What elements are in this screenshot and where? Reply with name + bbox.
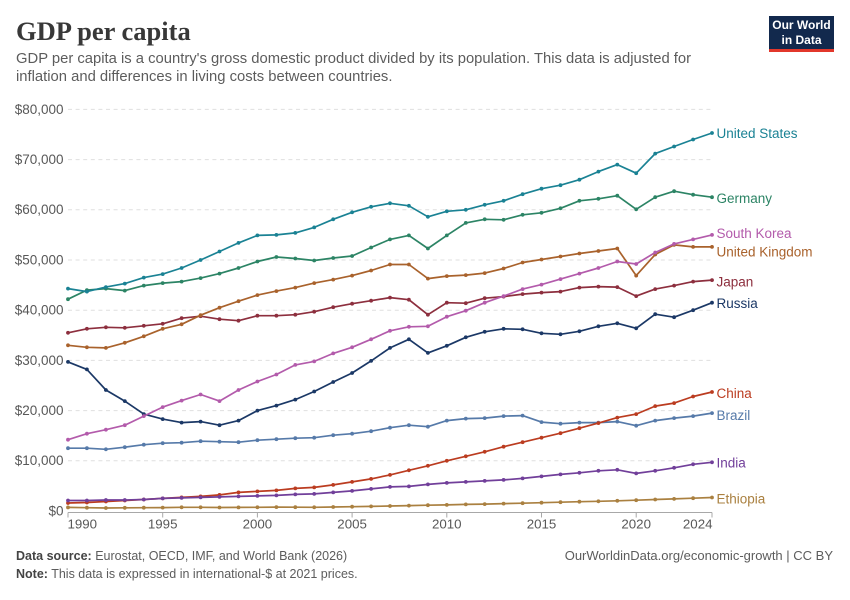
svg-text:Germany: Germany [717,191,773,206]
svg-text:2020: 2020 [621,517,651,532]
svg-text:$80,000: $80,000 [15,102,64,117]
svg-text:Ethiopia: Ethiopia [717,491,766,506]
svg-text:1990: 1990 [68,517,98,532]
svg-text:2010: 2010 [432,517,462,532]
svg-text:1995: 1995 [148,517,178,532]
svg-text:2000: 2000 [243,517,273,532]
svg-text:Russia: Russia [717,296,759,311]
svg-text:China: China [717,386,753,401]
svg-text:South Korea: South Korea [717,226,793,241]
svg-text:$60,000: $60,000 [15,202,64,217]
svg-text:$0: $0 [48,503,63,518]
svg-text:2005: 2005 [337,517,367,532]
svg-text:2015: 2015 [527,517,557,532]
svg-text:India: India [717,455,747,470]
svg-text:United Kingdom: United Kingdom [717,245,813,260]
svg-text:2024: 2024 [683,517,713,532]
svg-text:$40,000: $40,000 [15,303,64,318]
svg-text:$50,000: $50,000 [15,252,64,267]
svg-text:Brazil: Brazil [717,408,751,423]
svg-text:$30,000: $30,000 [15,353,64,368]
svg-text:United States: United States [717,126,798,141]
svg-text:$10,000: $10,000 [15,453,64,468]
svg-text:Japan: Japan [717,275,754,290]
svg-text:$20,000: $20,000 [15,403,64,418]
svg-text:$70,000: $70,000 [15,152,64,167]
